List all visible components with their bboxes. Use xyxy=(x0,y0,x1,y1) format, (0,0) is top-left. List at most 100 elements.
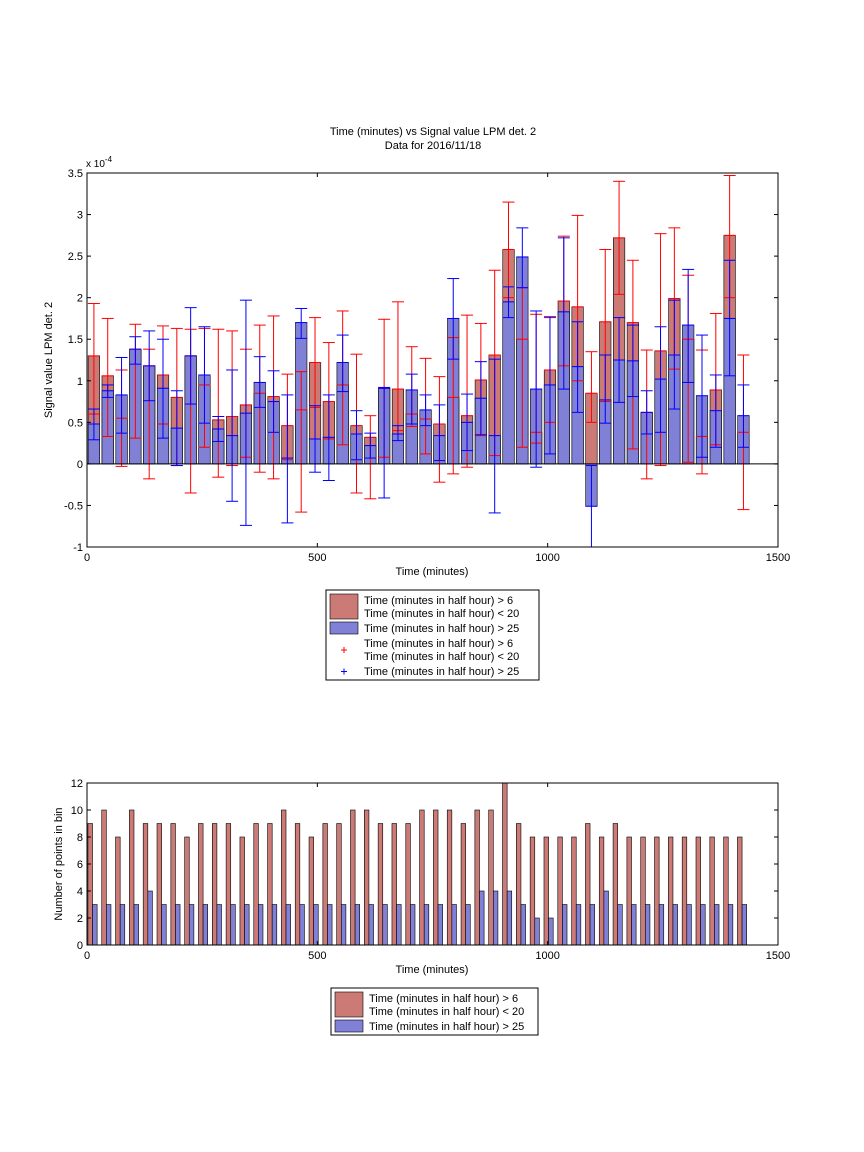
bar xyxy=(451,904,457,946)
bar xyxy=(322,823,328,946)
bar xyxy=(253,823,259,946)
bar xyxy=(271,904,278,946)
y-axis-exponent: x 10-4 xyxy=(86,155,113,170)
x-tick-label: 0 xyxy=(84,552,90,564)
bar xyxy=(294,823,301,946)
bar xyxy=(668,836,674,946)
signal-axes: 0 500 1000 1500 -1 -0.5 0 0.5 1 1.5 2 2.5 3 3.5 xyxy=(64,168,790,564)
bar xyxy=(202,904,208,946)
bar xyxy=(502,782,508,946)
bar xyxy=(631,904,637,946)
bar xyxy=(156,823,162,946)
bar xyxy=(520,904,526,946)
bar xyxy=(382,904,388,946)
bar xyxy=(723,836,729,946)
chart-title: Time (minutes) vs Signal value LPM det. … xyxy=(330,126,536,138)
bar xyxy=(313,904,319,946)
bar xyxy=(391,823,397,946)
bar xyxy=(686,904,692,946)
signal-plot-frame xyxy=(86,172,779,548)
bar xyxy=(377,823,384,946)
bar xyxy=(119,904,126,946)
x-axis-label: Time (minutes) xyxy=(396,964,469,976)
bar xyxy=(405,823,411,946)
y-tick-label: 0.5 xyxy=(68,417,83,429)
bar xyxy=(640,836,646,946)
y-tick-label: 10 xyxy=(71,805,83,817)
y-tick-label: 1.5 xyxy=(68,334,83,346)
count-plot-area xyxy=(87,782,747,946)
bar xyxy=(188,904,195,946)
bar xyxy=(258,904,264,946)
legend-label: Time (minutes in half hour) < 20 xyxy=(364,651,519,663)
legend-swatch xyxy=(329,621,359,635)
bar xyxy=(562,904,568,946)
bar xyxy=(654,836,660,946)
exponent-base: x 10 xyxy=(86,159,105,170)
bar xyxy=(741,904,747,946)
bar xyxy=(534,917,540,946)
bar xyxy=(225,823,232,946)
legend-swatch xyxy=(329,593,359,620)
x-tick-label: 1000 xyxy=(535,950,559,962)
x-tick-label: 1500 xyxy=(766,950,790,962)
legend-label: Time (minutes in half hour) > 25 xyxy=(364,623,519,635)
exponent-power: -4 xyxy=(105,155,113,164)
y-tick-label: 0 xyxy=(77,459,83,471)
y-tick-label: 3 xyxy=(77,210,83,222)
y-tick-label: -0.5 xyxy=(64,500,83,512)
bar xyxy=(603,890,609,946)
bar xyxy=(589,904,595,946)
y-tick-label: 0 xyxy=(77,940,83,952)
bar xyxy=(87,823,93,946)
x-tick-label: 500 xyxy=(308,950,326,962)
bar xyxy=(727,904,734,946)
legend-box xyxy=(325,589,540,681)
bar xyxy=(198,823,204,946)
chart-subtitle: Data for 2016/11/18 xyxy=(385,140,481,152)
bar xyxy=(239,836,245,946)
bar xyxy=(161,904,167,946)
bar xyxy=(423,904,430,946)
y-tick-label: 2 xyxy=(77,913,83,925)
bar xyxy=(437,904,443,946)
legend-label: Time (minutes in half hour) < 20 xyxy=(369,1006,524,1018)
bar xyxy=(340,904,347,946)
y-axis-label: Signal value LPM det. 2 xyxy=(43,302,55,418)
bar xyxy=(709,836,715,946)
bar xyxy=(142,823,149,946)
count-chart: 0 500 1000 1500 0 2 4 6 8 10 12 Time (minutes) Num… xyxy=(53,778,790,1036)
legend-label: Time (minutes in half hour) > 6 xyxy=(364,638,513,650)
bar xyxy=(700,904,706,946)
bar xyxy=(267,823,273,946)
bar xyxy=(92,904,98,946)
bar xyxy=(364,809,370,946)
bar xyxy=(626,836,632,946)
legend-swatch xyxy=(334,991,364,1018)
legend-label: Time (minutes in half hour) < 20 xyxy=(364,608,519,620)
bar xyxy=(737,836,743,946)
legend-box xyxy=(330,987,539,1036)
bar xyxy=(129,809,135,946)
y-axis-label: Number of points in bin xyxy=(53,807,65,920)
y-tick-label: 8 xyxy=(77,832,83,844)
y-tick-label: 6 xyxy=(77,859,83,871)
y-tick-label: -1 xyxy=(73,542,83,554)
bar xyxy=(299,904,305,946)
bar xyxy=(354,904,361,946)
bar xyxy=(212,823,218,946)
bar xyxy=(133,904,139,946)
bar xyxy=(502,301,515,465)
bar xyxy=(175,904,181,946)
bar xyxy=(488,809,494,946)
bar xyxy=(170,823,176,946)
y-tick-label: 1 xyxy=(77,376,83,388)
bar xyxy=(506,890,513,946)
bar xyxy=(308,836,314,946)
bar xyxy=(368,904,374,946)
bar xyxy=(115,836,121,946)
y-tick-label: 12 xyxy=(71,778,83,790)
bar xyxy=(612,823,618,946)
bar xyxy=(575,904,582,946)
